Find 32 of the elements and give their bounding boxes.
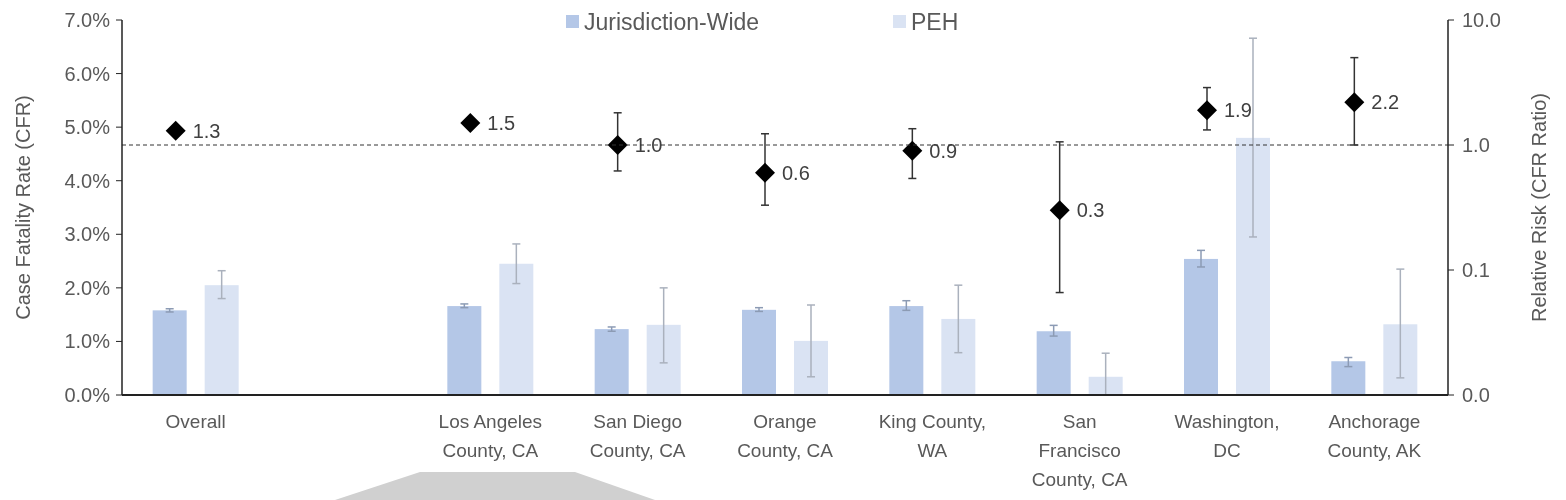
- x-tick-label: King County, WA: [878, 411, 987, 461]
- y2-tick-label: 0.1: [1462, 259, 1490, 281]
- y-tick-label: 6.0%: [64, 62, 111, 85]
- y-tick-label: 7.0%: [64, 9, 111, 31]
- y-tick-label: 4.0%: [64, 169, 111, 192]
- y-axis-title: Case Fatality Rate (CFR): [12, 95, 34, 320]
- x-tick-label: Overall: [165, 411, 226, 432]
- data-label: 2.2: [1371, 91, 1400, 114]
- x-tick-label: Washington, DC: [1174, 411, 1280, 461]
- x-tick-label: Anchorage County, AK: [1327, 411, 1422, 461]
- y2-tick-label: 0.0: [1462, 384, 1490, 406]
- data-label: 1.9: [1224, 99, 1252, 122]
- legend-label: Jurisdiction-Wide: [584, 9, 760, 35]
- legend-label: PEH: [911, 9, 959, 35]
- data-label: 1.3: [192, 119, 221, 142]
- y2-tick-label: 1.0: [1462, 134, 1490, 156]
- y2-axis-title: Relative Risk (CFR Ratio): [1528, 93, 1550, 322]
- x-tick-label: Orange County, CA: [737, 411, 834, 461]
- x-tick-label: San Diego County, CA: [589, 411, 686, 461]
- x-tick-label: Los Angeles County, CA: [438, 411, 543, 461]
- y-tick-label: 0.0%: [64, 384, 111, 406]
- data-label: 1.5: [487, 111, 516, 134]
- data-label: 0.9: [929, 139, 958, 162]
- data-label: 1.0: [634, 134, 663, 156]
- y-tick-label: 5.0%: [64, 116, 111, 139]
- y-tick-label: 1.0%: [64, 330, 111, 353]
- y2-tick-label: 10.0: [1462, 9, 1501, 31]
- data-label: 0.6: [782, 161, 810, 184]
- y-tick-label: 2.0%: [64, 276, 111, 299]
- y-tick-label: 3.0%: [64, 223, 111, 246]
- data-label: 0.3: [1076, 199, 1105, 222]
- x-tick-label: San Francisco County, CA: [1031, 411, 1128, 490]
